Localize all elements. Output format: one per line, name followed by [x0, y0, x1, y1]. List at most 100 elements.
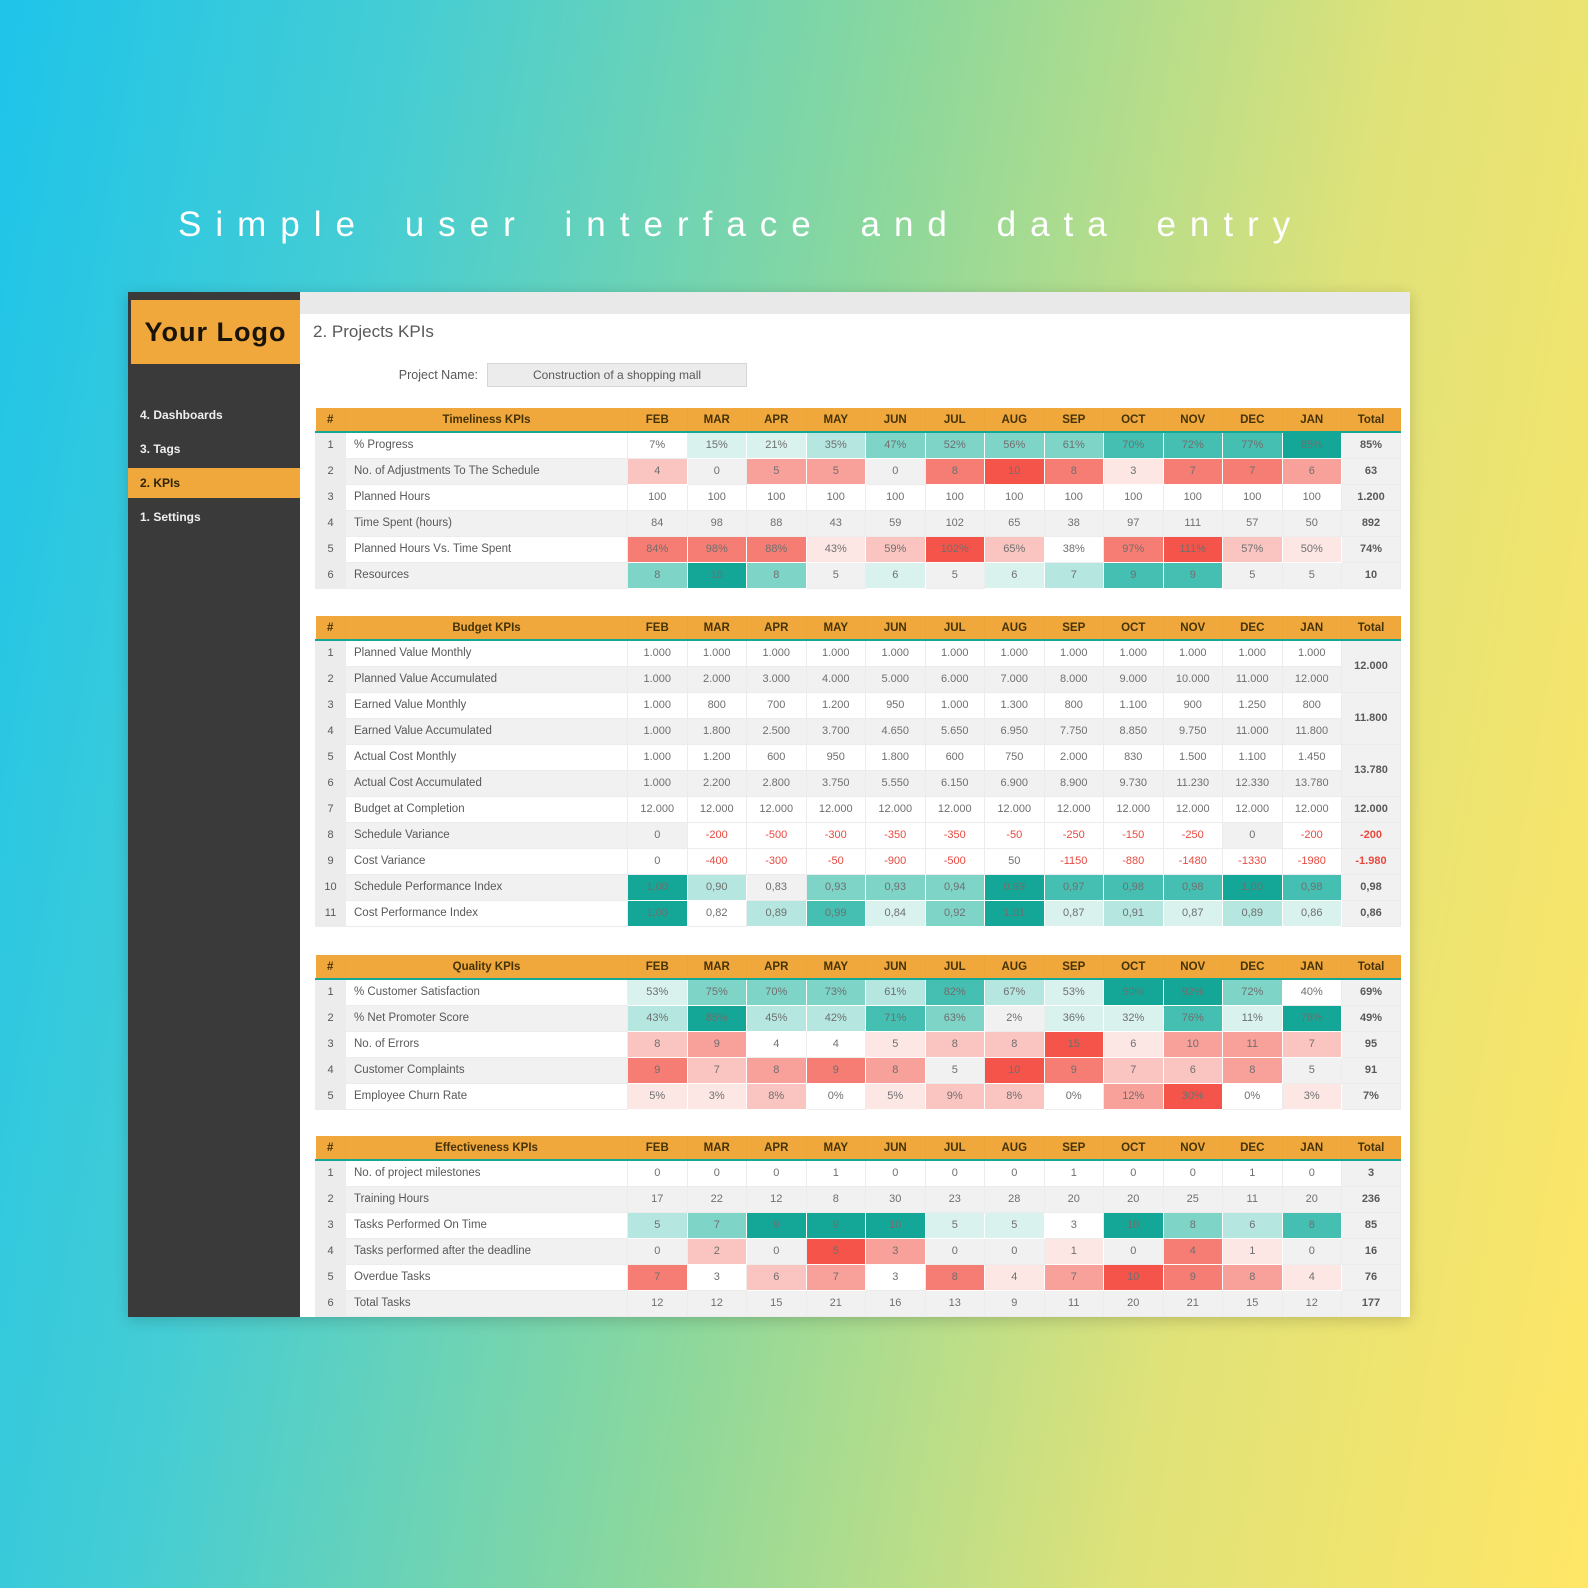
kpi-cell[interactable]: 0,91: [1103, 899, 1164, 927]
kpi-cell[interactable]: 72%: [1222, 978, 1283, 1006]
kpi-cell[interactable]: 1.000: [865, 639, 926, 667]
kpi-cell[interactable]: 7: [1162, 457, 1223, 485]
kpi-cell[interactable]: -350: [865, 821, 926, 849]
kpi-cell[interactable]: -400: [686, 847, 747, 875]
kpi-cell[interactable]: 20: [1103, 1185, 1164, 1213]
kpi-cell[interactable]: 3.000: [746, 665, 807, 693]
kpi-cell[interactable]: 6: [1103, 1030, 1164, 1058]
kpi-cell[interactable]: 600: [924, 743, 985, 771]
kpi-cell[interactable]: 65: [984, 509, 1045, 537]
kpi-cell[interactable]: 100: [1222, 483, 1283, 511]
kpi-cell[interactable]: 0,87: [1043, 899, 1104, 927]
kpi-cell[interactable]: -50: [984, 821, 1045, 849]
kpi-cell[interactable]: 5: [1281, 1056, 1342, 1084]
kpi-cell[interactable]: 2.500: [746, 717, 807, 745]
kpi-cell[interactable]: 20: [1281, 1185, 1342, 1213]
kpi-cell[interactable]: 13: [924, 1289, 985, 1317]
kpi-cell[interactable]: 1.100: [1222, 743, 1283, 771]
kpi-cell[interactable]: -200: [1281, 821, 1342, 849]
kpi-cell[interactable]: 8.900: [1043, 769, 1104, 797]
kpi-cell[interactable]: 30: [865, 1185, 926, 1213]
kpi-cell[interactable]: 4.650: [865, 717, 926, 745]
kpi-cell[interactable]: 1,00: [1222, 873, 1283, 901]
kpi-cell[interactable]: 0,99: [984, 873, 1045, 901]
kpi-cell[interactable]: 1.000: [1222, 639, 1283, 667]
kpi-cell[interactable]: -880: [1103, 847, 1164, 875]
kpi-cell[interactable]: 10: [865, 1211, 926, 1239]
kpi-cell[interactable]: 0: [746, 1159, 807, 1187]
kpi-cell[interactable]: 50%: [1281, 535, 1342, 563]
kpi-cell[interactable]: 85%: [686, 1004, 747, 1032]
kpi-cell[interactable]: 84: [627, 509, 688, 537]
kpi-cell[interactable]: 45%: [746, 1004, 807, 1032]
kpi-cell[interactable]: 9: [746, 1211, 807, 1239]
kpi-cell[interactable]: 21: [805, 1289, 866, 1317]
kpi-cell[interactable]: -1330: [1222, 847, 1283, 875]
kpi-cell[interactable]: 12: [746, 1185, 807, 1213]
kpi-cell[interactable]: 9: [1043, 1056, 1104, 1084]
kpi-cell[interactable]: 11: [1043, 1289, 1104, 1317]
kpi-cell[interactable]: 1.000: [627, 665, 688, 693]
kpi-cell[interactable]: 0: [924, 1159, 985, 1187]
kpi-cell[interactable]: 8: [1222, 1056, 1283, 1084]
kpi-cell[interactable]: 71%: [865, 1004, 926, 1032]
kpi-cell[interactable]: 0,99: [805, 899, 866, 927]
kpi-cell[interactable]: 1.000: [627, 639, 688, 667]
kpi-cell[interactable]: 1.000: [1162, 639, 1223, 667]
kpi-cell[interactable]: 9: [1162, 561, 1223, 589]
kpi-cell[interactable]: 6: [1281, 457, 1342, 485]
kpi-cell[interactable]: 10: [1162, 1030, 1223, 1058]
kpi-cell[interactable]: 77%: [1222, 431, 1283, 459]
kpi-cell[interactable]: 8: [924, 1263, 985, 1291]
kpi-cell[interactable]: 88%: [746, 535, 807, 563]
kpi-cell[interactable]: 8: [865, 1056, 926, 1084]
kpi-cell[interactable]: 8: [984, 1030, 1045, 1058]
kpi-cell[interactable]: 0%: [1043, 1082, 1104, 1110]
kpi-cell[interactable]: -500: [746, 821, 807, 849]
kpi-cell[interactable]: 3.700: [805, 717, 866, 745]
kpi-cell[interactable]: 1.300: [984, 691, 1045, 719]
kpi-cell[interactable]: 0: [865, 1159, 926, 1187]
kpi-cell[interactable]: 100: [746, 483, 807, 511]
kpi-cell[interactable]: 0,97: [1043, 873, 1104, 901]
kpi-cell[interactable]: 40%: [1281, 978, 1342, 1006]
kpi-cell[interactable]: 8: [1043, 457, 1104, 485]
kpi-cell[interactable]: 0: [865, 457, 926, 485]
kpi-cell[interactable]: 0: [1103, 1237, 1164, 1265]
kpi-cell[interactable]: 0: [627, 847, 688, 875]
kpi-cell[interactable]: 800: [1043, 691, 1104, 719]
kpi-cell[interactable]: 7: [1103, 1056, 1164, 1084]
kpi-cell[interactable]: 7: [627, 1263, 688, 1291]
kpi-cell[interactable]: 0: [984, 1159, 1045, 1187]
kpi-cell[interactable]: 1: [805, 1159, 866, 1187]
kpi-cell[interactable]: 800: [686, 691, 747, 719]
kpi-cell[interactable]: 12.000: [1281, 665, 1342, 693]
kpi-cell[interactable]: 12: [627, 1289, 688, 1317]
kpi-cell[interactable]: 100: [924, 483, 985, 511]
kpi-cell[interactable]: 8: [627, 1030, 688, 1058]
kpi-cell[interactable]: 102: [924, 509, 985, 537]
kpi-cell[interactable]: 1.500: [1162, 743, 1223, 771]
kpi-cell[interactable]: 0: [686, 1159, 747, 1187]
kpi-cell[interactable]: 10: [984, 1056, 1045, 1084]
kpi-cell[interactable]: 1,01: [984, 899, 1045, 927]
kpi-cell[interactable]: 1.000: [984, 639, 1045, 667]
kpi-cell[interactable]: 16: [865, 1289, 926, 1317]
kpi-cell[interactable]: 1.000: [805, 639, 866, 667]
kpi-cell[interactable]: 5: [984, 1211, 1045, 1239]
kpi-cell[interactable]: 1.800: [686, 717, 747, 745]
kpi-cell[interactable]: 13.780: [1281, 769, 1342, 797]
kpi-cell[interactable]: 97%: [1103, 535, 1164, 563]
kpi-cell[interactable]: 15: [1222, 1289, 1283, 1317]
kpi-cell[interactable]: 1.000: [627, 691, 688, 719]
kpi-cell[interactable]: 0: [924, 1237, 985, 1265]
kpi-cell[interactable]: -350: [924, 821, 985, 849]
kpi-cell[interactable]: 5: [746, 457, 807, 485]
kpi-cell[interactable]: 0: [627, 821, 688, 849]
kpi-cell[interactable]: 100: [984, 483, 1045, 511]
kpi-cell[interactable]: 111: [1162, 509, 1223, 537]
kpi-cell[interactable]: 35%: [805, 431, 866, 459]
kpi-cell[interactable]: 1: [1043, 1237, 1104, 1265]
kpi-cell[interactable]: 20: [1103, 1289, 1164, 1317]
kpi-cell[interactable]: 6.950: [984, 717, 1045, 745]
